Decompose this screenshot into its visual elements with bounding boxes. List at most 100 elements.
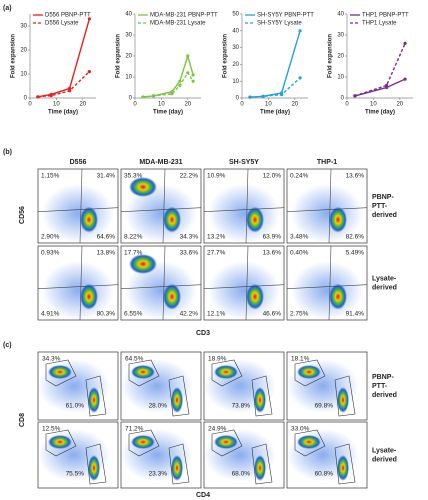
density-haze — [208, 260, 280, 320]
gate-percent: 18.1% — [291, 356, 310, 363]
gate — [168, 443, 190, 485]
quadrant-percent: 46.6% — [263, 311, 282, 318]
data-point — [49, 94, 53, 98]
quadrant-percent: 13.2% — [207, 234, 226, 241]
density-cluster — [254, 387, 266, 413]
x-axis-label: CD4 — [196, 492, 210, 499]
y-tick-label: 0 — [341, 96, 345, 102]
data-point — [385, 83, 389, 87]
quadrant-percent: 8.22% — [124, 234, 143, 241]
x-axis-label: Time (day) — [48, 110, 78, 116]
density-cluster — [88, 455, 100, 481]
gate — [211, 429, 243, 457]
legend-label: SH-SY5Y PBNP-PTT — [257, 13, 314, 19]
panel-label: (b) — [3, 149, 12, 156]
quadrant-percent: 4.91% — [41, 311, 60, 318]
quadrant-percent: 12.0% — [263, 173, 282, 180]
y-tick-label: 10 — [337, 75, 344, 81]
series-line — [354, 43, 406, 97]
density-cluster — [246, 206, 264, 233]
data-point — [248, 95, 252, 99]
gate-percent: 64.5% — [125, 356, 144, 363]
gate-percent: 28.0% — [149, 403, 168, 410]
x-tick-label: 0 — [133, 102, 137, 108]
quadrant-percent: 13.6% — [263, 250, 282, 257]
gate — [294, 359, 326, 387]
quadrant-percent: 0.93% — [41, 250, 60, 257]
legend-label: THP1 Lysate — [362, 21, 397, 27]
quadrant-line — [162, 245, 166, 321]
legend-label: MDA-MB-231 PBNP-PTT — [150, 13, 218, 19]
gate-percent: 60.8% — [315, 471, 334, 478]
density-cluster — [254, 455, 266, 481]
y-tick-label: 40 — [125, 12, 132, 18]
density-haze — [291, 260, 363, 320]
quadrant-percent: 63.9% — [263, 234, 282, 241]
quadrant-line — [120, 207, 202, 212]
row-label: Lysate- — [372, 447, 397, 454]
gate — [85, 375, 107, 417]
density-cluster — [129, 254, 157, 274]
y-axis-label: Fold expansion — [223, 34, 229, 78]
x-axis-label: CD3 — [196, 330, 210, 337]
data-point — [178, 79, 182, 83]
quadrant-percent: 0.40% — [290, 250, 309, 257]
quadrant-line — [328, 245, 332, 321]
density-haze — [208, 183, 280, 243]
quadrant-percent: 2.75% — [290, 311, 309, 318]
gate — [128, 359, 160, 387]
quadrant-percent: 0.24% — [290, 173, 309, 180]
density-haze — [125, 183, 197, 243]
data-point — [87, 70, 91, 74]
quadrant-line — [37, 207, 119, 212]
quadrant-line — [203, 284, 285, 289]
gate-percent: 18.9% — [208, 356, 227, 363]
density-haze — [42, 260, 114, 320]
data-point — [280, 93, 284, 97]
data-point — [68, 89, 72, 93]
gate-percent: 69.8% — [315, 403, 334, 410]
quadrant-percent: 6.55% — [124, 311, 143, 318]
quadrant-percent: 64.6% — [97, 234, 116, 241]
quadrant-percent: 12.1% — [207, 311, 226, 318]
data-point — [151, 94, 156, 98]
x-tick-label: 20 — [396, 102, 403, 108]
density-cluster — [80, 283, 98, 310]
density-cluster — [246, 283, 264, 310]
quadrant-percent: 42.2% — [180, 311, 199, 318]
column-header: THP-1 — [317, 159, 337, 166]
x-tick-label: 20 — [291, 102, 298, 108]
y-tick-label: 10 — [20, 72, 27, 78]
density-cluster — [131, 435, 155, 449]
gate-percent: 61.0% — [66, 403, 85, 410]
x-tick-label: 0 — [28, 102, 32, 108]
y-tick-label: 20 — [232, 62, 239, 68]
quadrant-percent: 80.3% — [97, 311, 116, 318]
gate-percent: 24.9% — [208, 426, 227, 433]
gate-percent: 34.3% — [42, 356, 61, 363]
y-tick-label: 40 — [232, 28, 239, 34]
y-tick-label: 30 — [337, 33, 344, 39]
density-cluster — [214, 365, 238, 379]
density-cluster — [329, 283, 347, 310]
x-axis-label: Time (day) — [260, 110, 290, 116]
y-axis-label: CD56 — [19, 206, 26, 224]
y-tick-label: 0 — [236, 96, 240, 102]
y-axis-label: Fold expansion — [328, 34, 334, 78]
x-tick-label: 10 — [370, 102, 377, 108]
quadrant-line — [245, 245, 249, 321]
gate-percent: 33.0% — [291, 426, 310, 433]
data-point — [298, 29, 302, 33]
quadrant-percent: 13.8% — [97, 250, 116, 257]
y-tick-label: 20 — [125, 54, 132, 60]
gate — [168, 375, 190, 417]
gate-percent: 75.5% — [66, 471, 85, 478]
series-line — [37, 18, 91, 98]
y-tick-label: 30 — [232, 45, 239, 51]
data-point — [191, 73, 195, 77]
column-header: MDA-MB-231 — [139, 159, 182, 166]
x-tick-label: 20 — [184, 102, 191, 108]
quadrant-line — [286, 284, 368, 289]
